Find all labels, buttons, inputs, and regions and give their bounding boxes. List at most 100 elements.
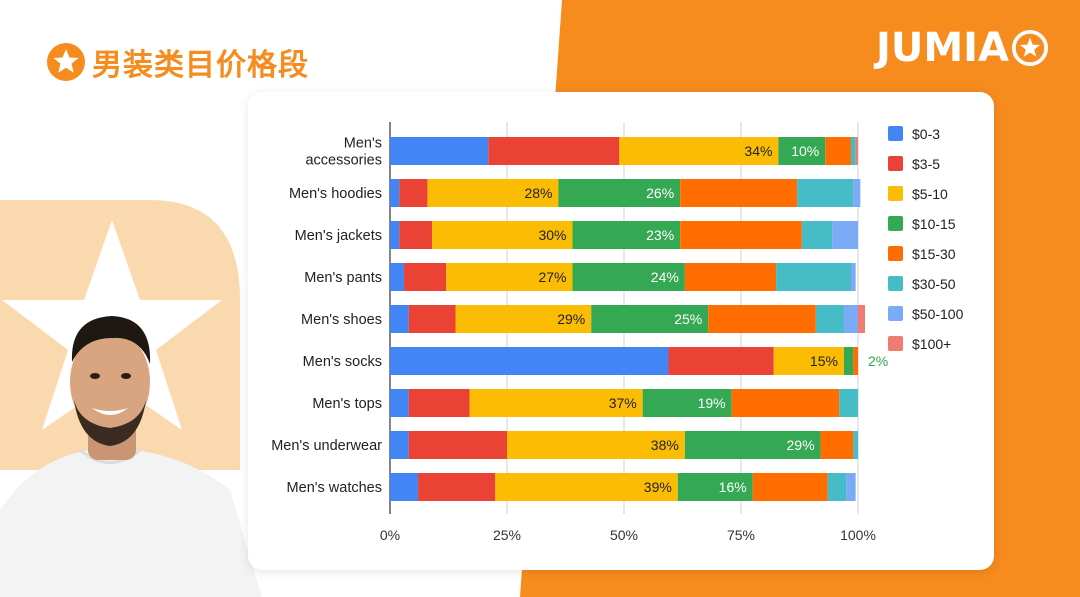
bar-segment — [855, 137, 858, 165]
bar-segment — [680, 221, 802, 249]
data-label: 15% — [810, 353, 838, 369]
legend-swatch — [888, 126, 903, 141]
legend-label: $50-100 — [912, 306, 964, 322]
bar-segment — [408, 305, 456, 333]
brand-logo: JUMIA — [876, 25, 1049, 71]
legend-label: $100+ — [912, 336, 951, 352]
legend: $0-3 $3-5 $5-10 $10-15 $15-30 $30-50 $50-100 $1… — [888, 126, 964, 352]
bar-segment — [731, 389, 840, 417]
data-label: 29% — [787, 437, 815, 453]
legend-swatch — [888, 276, 903, 291]
bar-segment — [432, 221, 573, 249]
bar-segment — [815, 305, 844, 333]
data-label: 34% — [744, 143, 772, 159]
bar-segment — [390, 137, 489, 165]
category-label: Men's hoodies — [289, 186, 382, 202]
bar-segment — [642, 389, 732, 417]
bar-segment — [773, 347, 844, 375]
legend-swatch — [888, 156, 903, 171]
x-tick-label: 50% — [610, 527, 638, 543]
bar-segment — [668, 347, 774, 375]
bar-segment — [832, 221, 858, 249]
bar-segment — [619, 137, 779, 165]
bar-segment — [495, 473, 678, 501]
bar-segment — [752, 473, 828, 501]
bar-segment — [404, 263, 447, 291]
x-tick-label: 0% — [380, 527, 400, 543]
data-label: 26% — [646, 185, 674, 201]
bar-segment — [469, 389, 643, 417]
bar-segment — [408, 431, 507, 459]
star-badge-icon — [47, 43, 85, 81]
bar-segment — [390, 389, 409, 417]
legend-label: $5-10 — [912, 186, 948, 202]
category-label: Men's — [344, 136, 382, 152]
page-title: 男装类目价格段 — [92, 48, 309, 83]
chart-card: 34% 10% 28% 26% 30% 23% 27% 24% 29% 25% 15% 2% 37% 19… — [248, 92, 994, 570]
bar-segment — [418, 473, 496, 501]
bar-segment — [390, 305, 409, 333]
legend-label: $10-15 — [912, 216, 956, 232]
bar-segment — [390, 221, 400, 249]
category-label: Men's underwear — [271, 438, 382, 454]
bars — [390, 137, 866, 501]
bar-segment — [839, 389, 858, 417]
category-label: Men's shoes — [301, 312, 382, 328]
data-label: 37% — [609, 395, 637, 411]
legend-swatch — [888, 306, 903, 321]
data-label: 24% — [651, 269, 679, 285]
bar-segment — [558, 179, 681, 207]
data-label: 39% — [644, 479, 672, 495]
bar-segment — [408, 389, 470, 417]
bar-segment — [399, 221, 433, 249]
bar-segment — [827, 473, 847, 501]
bar-segment — [390, 473, 419, 501]
bar-segment — [390, 263, 405, 291]
bar-segment — [858, 305, 866, 333]
category-label: Men's socks — [303, 354, 382, 370]
bar-segment — [850, 137, 856, 165]
legend-swatch — [888, 246, 903, 261]
bar-segment — [572, 263, 685, 291]
data-label: 23% — [646, 227, 674, 243]
bar-segment — [427, 179, 559, 207]
bar-segment — [390, 347, 669, 375]
bar-segment — [572, 221, 681, 249]
data-labels: 34% 10% 28% 26% 30% 23% 27% 24% 29% 25% 15% 2% 37% 19… — [524, 143, 888, 495]
person-photo — [0, 316, 262, 597]
legend-label: $15-30 — [912, 246, 956, 262]
x-tick-label: 100% — [840, 527, 876, 543]
legend-swatch — [888, 336, 903, 351]
data-label: 38% — [651, 437, 679, 453]
x-axis-ticks: 0% 25% 50% 75% 100% — [380, 527, 876, 543]
data-label: 10% — [791, 143, 819, 159]
bar-segment — [399, 179, 428, 207]
legend-swatch — [888, 216, 903, 231]
x-tick-label: 75% — [727, 527, 755, 543]
bar-segment — [853, 347, 858, 375]
bar-segment — [825, 137, 851, 165]
bar-segment — [843, 305, 858, 333]
bar-segment — [680, 179, 798, 207]
category-label: Men's tops — [312, 396, 382, 412]
bar-segment — [776, 263, 851, 291]
bar-segment — [684, 431, 821, 459]
data-label: 2% — [868, 353, 888, 369]
bar-segment — [507, 431, 685, 459]
stacked-bar-chart: 34% 10% 28% 26% 30% 23% 27% 24% 29% 25% 15% 2% 37% 19… — [271, 122, 964, 543]
page-header: 男装类目价格段 — [46, 40, 309, 84]
bar-segment — [797, 179, 854, 207]
data-label: 27% — [538, 269, 566, 285]
bar-segment — [455, 305, 592, 333]
data-label: 25% — [674, 311, 702, 327]
x-tick-label: 25% — [493, 527, 521, 543]
star-icon — [1011, 29, 1049, 67]
category-label: Men's watches — [287, 480, 382, 496]
legend-label: $0-3 — [912, 126, 940, 142]
legend-label: $3-5 — [912, 156, 940, 172]
legend-swatch — [888, 186, 903, 201]
bar-segment — [488, 137, 620, 165]
bar-segment — [801, 221, 833, 249]
legend-label: $30-50 — [912, 276, 956, 292]
bar-segment — [390, 179, 400, 207]
